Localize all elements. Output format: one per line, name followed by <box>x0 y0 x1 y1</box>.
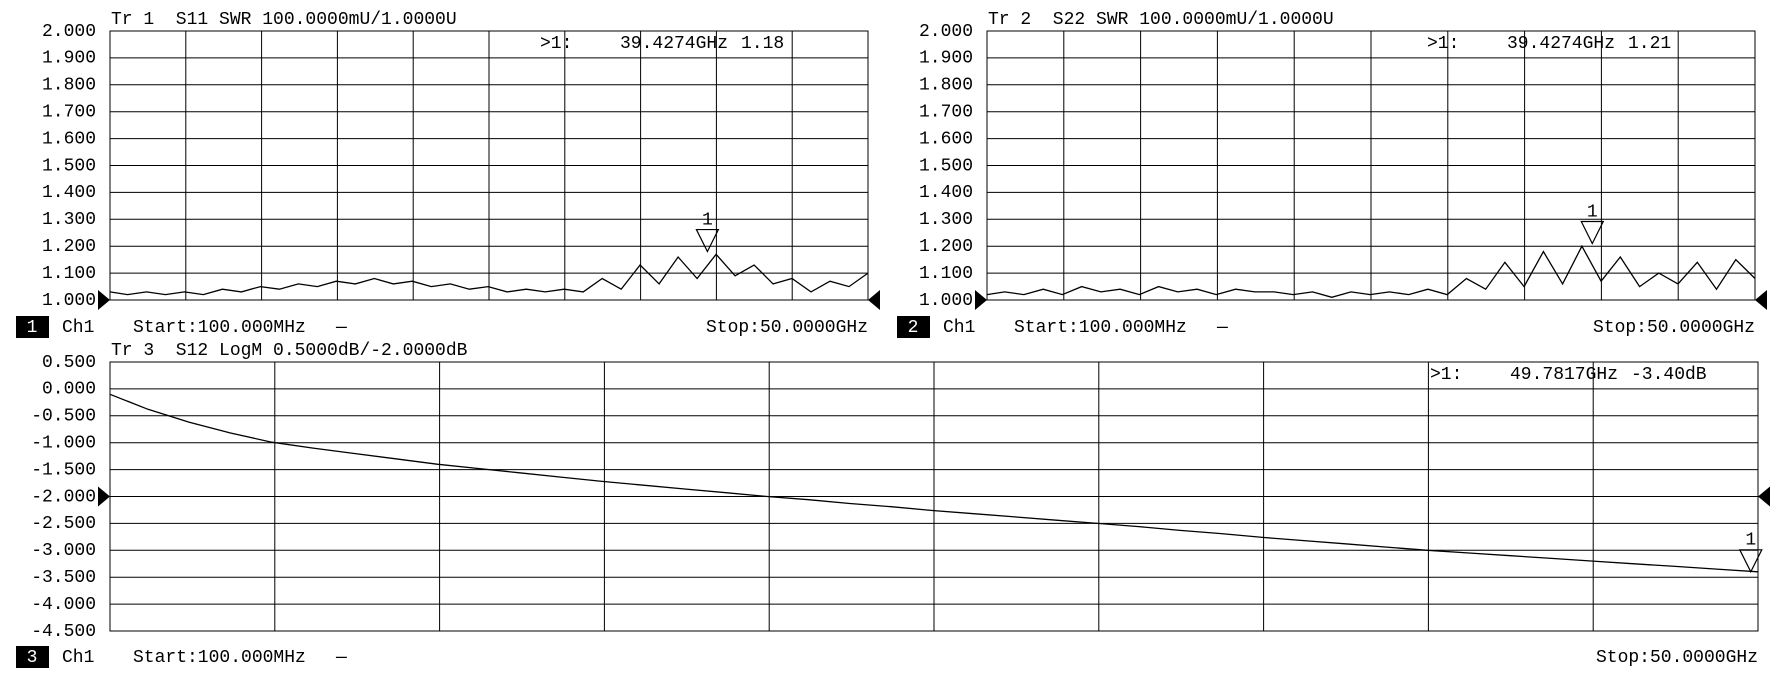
reference-right <box>868 290 880 310</box>
y-tick-label: 1.800 <box>919 76 973 96</box>
y-tick-label: -1.500 <box>31 460 96 480</box>
y-tick-label: 1.900 <box>919 49 973 69</box>
y-tick-label: 1.200 <box>42 237 96 257</box>
marker-readout-freq: 39.4274GHz <box>1507 34 1615 54</box>
sweep-stop: Stop:50.0000GHz <box>706 318 868 338</box>
y-tick-label: 1.200 <box>919 237 973 257</box>
reference-left <box>975 290 987 310</box>
marker-readout-freq: 39.4274GHz <box>620 34 728 54</box>
y-tick-label: -3.500 <box>31 568 96 588</box>
reference-right <box>1758 486 1770 507</box>
sweep-start: Start:100.000MHz <box>1014 318 1187 338</box>
y-tick-label: -2.000 <box>31 487 96 507</box>
sweep-start: Start:100.000MHz <box>133 318 306 338</box>
y-tick-label: -4.500 <box>31 622 96 642</box>
y-tick-label: 1.100 <box>42 264 96 284</box>
channel-number: 3 <box>27 648 38 668</box>
y-tick-label: 2.000 <box>42 22 96 42</box>
y-tick-label: 1.300 <box>919 210 973 230</box>
trace-title: Tr 2 S22 SWR 100.0000mU/1.0000U <box>988 10 1334 30</box>
y-tick-label: 0.000 <box>42 380 96 400</box>
y-tick-label: 1.000 <box>42 291 96 311</box>
trace <box>109 253 869 296</box>
y-tick-label: 1.300 <box>42 210 96 230</box>
y-tick-label: 1.700 <box>919 102 973 122</box>
y-tick-label: 0.500 <box>42 353 96 373</box>
y-tick-label: 1.600 <box>42 129 96 149</box>
channel-name: Ch1 <box>62 318 94 338</box>
marker-readout-value: 1.18 <box>741 34 784 54</box>
y-tick-label: 1.600 <box>919 129 973 149</box>
reference-right <box>1755 290 1767 310</box>
y-tick-label: -2.500 <box>31 514 96 534</box>
y-tick-label: 1.900 <box>42 49 96 69</box>
sweep-start: Start:100.000MHz <box>133 648 306 668</box>
channel-badge <box>897 316 930 338</box>
trace <box>109 393 1759 573</box>
marker-readout-prefix: >1: <box>1427 34 1459 54</box>
reference-left <box>98 290 110 310</box>
marker-readout-value: 1.21 <box>1628 34 1671 54</box>
marker-readout-freq: 49.7817GHz <box>1510 365 1618 385</box>
y-tick-label: 1.400 <box>42 183 96 203</box>
sweep-symbol: — <box>1216 318 1228 338</box>
y-tick-label: -1.000 <box>31 433 96 453</box>
y-tick-label: 1.000 <box>919 291 973 311</box>
marker-number: 1 <box>702 210 713 230</box>
y-tick-label: 1.500 <box>919 156 973 176</box>
y-tick-label: 1.700 <box>42 102 96 122</box>
marker-number: 1 <box>1745 531 1756 551</box>
trace-title: Tr 1 S11 SWR 100.0000mU/1.0000U <box>111 10 457 30</box>
sweep-symbol: — <box>335 318 347 338</box>
y-tick-label: -4.000 <box>31 595 96 615</box>
trace <box>986 244 1756 298</box>
sweep-symbol: — <box>335 648 347 668</box>
channel-number: 2 <box>908 318 919 338</box>
y-tick-label: -3.000 <box>31 541 96 561</box>
channel-number: 1 <box>27 318 38 338</box>
marker-triangle <box>695 228 720 253</box>
channel-badge <box>16 316 49 338</box>
marker-triangle <box>1738 549 1763 574</box>
sweep-stop: Stop:50.0000GHz <box>1596 648 1758 668</box>
channel-name: Ch1 <box>62 648 94 668</box>
marker-readout-value: -3.40dB <box>1631 365 1707 385</box>
channel-name: Ch1 <box>943 318 975 338</box>
y-tick-label: 2.000 <box>919 22 973 42</box>
y-tick-label: 1.500 <box>42 156 96 176</box>
y-tick-label: 1.400 <box>919 183 973 203</box>
sweep-stop: Stop:50.0000GHz <box>1593 318 1755 338</box>
reference-left <box>98 486 110 507</box>
marker-triangle <box>1580 220 1605 245</box>
y-tick-label: 1.100 <box>919 264 973 284</box>
channel-badge <box>16 646 49 668</box>
y-tick-label: 1.800 <box>42 76 96 96</box>
marker-readout-prefix: >1: <box>1430 365 1462 385</box>
marker-readout-prefix: >1: <box>540 34 572 54</box>
marker-number: 1 <box>1587 202 1598 222</box>
y-tick-label: -0.500 <box>31 407 96 427</box>
trace-title: Tr 3 S12 LogM 0.5000dB/-2.0000dB <box>111 341 468 361</box>
